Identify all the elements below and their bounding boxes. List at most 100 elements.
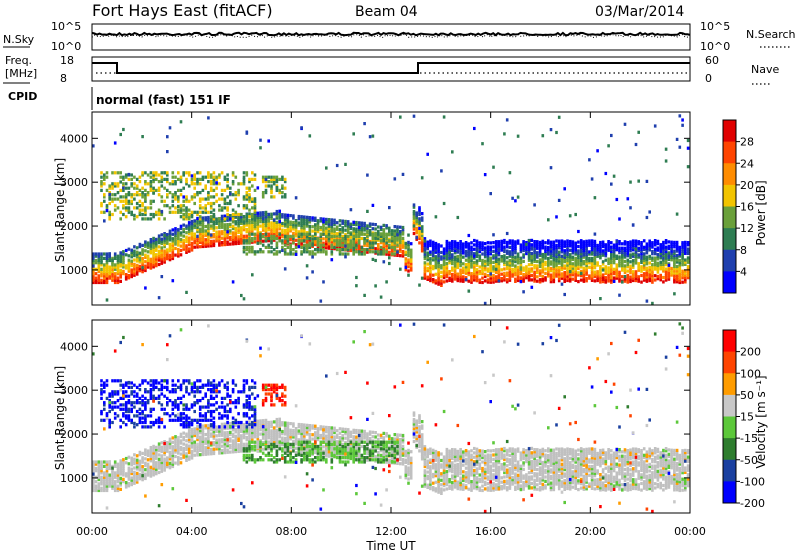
heatmap-cell — [631, 263, 635, 267]
heatmap-cell — [607, 261, 610, 266]
heatmap-cell — [579, 274, 583, 278]
heatmap-cell — [130, 418, 133, 422]
heatmap-cell — [111, 466, 114, 470]
heatmap-cell — [157, 254, 161, 258]
heatmap-cell — [105, 188, 109, 192]
heatmap-cell — [270, 223, 273, 227]
heatmap-cell — [500, 241, 503, 246]
heatmap-cell — [113, 412, 117, 416]
heatmap-cell — [245, 195, 249, 199]
heatmap-cell — [166, 248, 169, 252]
heatmap-cell — [185, 215, 188, 219]
heatmap-cell — [423, 272, 427, 276]
heatmap-cell — [577, 229, 580, 234]
heatmap-cell — [292, 214, 295, 218]
heatmap-cell — [511, 267, 514, 272]
heatmap-cell — [566, 274, 569, 278]
heatmap-cell — [133, 251, 136, 255]
heatmap-cell — [122, 469, 125, 473]
heatmap-cell — [338, 241, 342, 245]
heatmap-cell — [138, 396, 142, 400]
heatmap-cell — [201, 220, 205, 224]
heatmap-cell — [223, 405, 227, 409]
heatmap-cell — [451, 150, 454, 154]
heatmap-cell — [256, 211, 260, 215]
heatmap-cell — [686, 276, 690, 280]
heatmap-cell — [105, 471, 109, 475]
heatmap-cell — [319, 234, 323, 238]
heatmap-cell — [146, 254, 150, 258]
heatmap-cell — [135, 177, 139, 181]
heatmap-cell — [166, 412, 169, 416]
heatmap-cell — [122, 212, 125, 217]
heatmap-cell — [179, 210, 183, 214]
station-title: Fort Hays East (fitACF) — [92, 1, 273, 20]
heatmap-cell — [177, 405, 180, 409]
heatmap-cell — [198, 442, 202, 446]
heatmap-cell — [281, 228, 284, 232]
heatmap-cell — [371, 243, 375, 247]
heatmap-cell — [177, 444, 180, 449]
heatmap-cell — [215, 181, 218, 185]
heatmap-cell — [349, 208, 353, 212]
heatmap-cell — [453, 246, 457, 250]
heatmap-cell — [399, 249, 402, 253]
heatmap-cell — [451, 246, 454, 250]
heatmap-cell — [168, 249, 172, 253]
heatmap-cell — [508, 241, 512, 245]
heatmap-cell — [527, 247, 531, 251]
heatmap-cell — [193, 449, 196, 453]
heatmap-cell — [272, 218, 276, 222]
heatmap-cell — [163, 245, 166, 249]
heatmap-cell — [579, 265, 583, 269]
heatmap-cell — [146, 471, 150, 475]
heatmap-cell — [618, 264, 621, 268]
heatmap-cell — [149, 409, 153, 414]
heatmap-cell — [294, 227, 298, 231]
heatmap-cell — [467, 257, 471, 261]
heatmap-cell — [179, 423, 183, 427]
heatmap-cell — [494, 262, 498, 266]
heatmap-cell — [494, 251, 498, 255]
heatmap-cell — [160, 177, 164, 181]
heatmap-cell — [149, 201, 153, 206]
heatmap-cell — [462, 244, 465, 248]
heatmap-cell — [201, 188, 205, 192]
heatmap-cell — [166, 447, 169, 451]
heatmap-cell — [483, 272, 487, 276]
heatmap-cell — [108, 267, 111, 271]
heatmap-cell — [157, 420, 161, 425]
heatmap-cell — [281, 177, 284, 181]
heatmap-cell — [215, 440, 218, 444]
heatmap-cell — [483, 274, 487, 279]
heatmap-cell — [267, 221, 270, 225]
heatmap-cell — [588, 243, 591, 247]
heatmap-cell — [190, 228, 194, 232]
heatmap-cell — [407, 262, 410, 266]
nave-tick-top: 60 — [705, 54, 719, 67]
heatmap-cell — [204, 426, 207, 430]
heatmap-cell — [144, 249, 147, 253]
heatmap-cell — [667, 240, 671, 244]
heatmap-cell — [130, 467, 133, 471]
heatmap-cell — [163, 177, 166, 181]
heatmap-cell — [155, 456, 158, 460]
heatmap-cell — [157, 217, 161, 221]
colorbar-tick-label: 24 — [740, 157, 754, 170]
heatmap-cell — [135, 392, 139, 396]
heatmap-cell — [261, 228, 265, 232]
heatmap-cell — [220, 422, 224, 426]
heatmap-cell — [185, 456, 188, 460]
heatmap-cell — [431, 280, 435, 284]
heatmap-cell — [278, 227, 281, 231]
heatmap-cell — [245, 131, 249, 135]
heatmap-cell — [585, 255, 588, 259]
heatmap-cell — [187, 440, 191, 444]
heatmap-cell — [423, 276, 427, 280]
heatmap-cell — [626, 265, 630, 269]
heatmap-cell — [226, 212, 229, 217]
heatmap-cell — [459, 272, 462, 277]
heatmap-cell — [174, 180, 177, 184]
heatmap-cell — [141, 191, 144, 195]
heatmap-cell — [300, 232, 303, 236]
